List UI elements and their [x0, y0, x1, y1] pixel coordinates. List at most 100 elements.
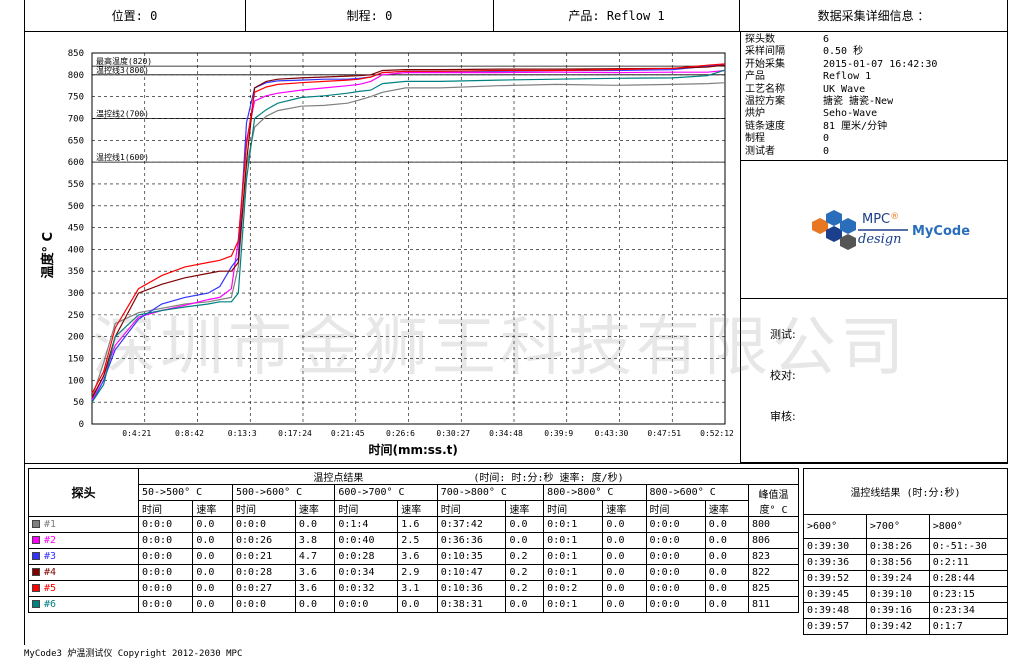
rate-cell: 0.0 [704, 596, 750, 613]
probe-row: #6 0:0:0 0.0 0:0:0 0.0 0:0:0 0.0 0:38:31 0.0 0:0:… [28, 596, 799, 613]
info-row: 烘炉 Seho-Wave [745, 108, 877, 120]
line-time-cell: 0:39:48 [803, 602, 867, 619]
y-tick-label: 100 [68, 376, 84, 386]
info-value: UK Wave [823, 83, 866, 95]
rate-cell: 3.6 [294, 580, 336, 597]
x-tick-label: 0:43:30 [595, 429, 629, 438]
info-row: 工艺名称 UK Wave [745, 84, 865, 96]
probe-label: #2 [44, 535, 57, 546]
logo-divider [741, 298, 1007, 299]
time-cell: 0:0:1 [543, 516, 604, 533]
rate-cell: 0.0 [192, 596, 233, 613]
info-key: 探头数 [745, 34, 775, 45]
x-tick-label: 0:8:42 [175, 429, 204, 438]
rate-cell: 3.1 [397, 580, 438, 597]
line-results-table: 温控线结果 (时:分:秒) >600° >700° >800° 0:39:30 0:38:… [803, 468, 1009, 635]
probe-row: #2 0:0:0 0.0 0:0:26 3.8 0:0:40 2.5 0:36:36 0.0 0:… [28, 532, 799, 549]
checker-label: 校对: [770, 369, 796, 382]
info-value: 6 [823, 34, 830, 45]
time-header: 时间 [436, 500, 507, 517]
time-cell: 0:0:0 [137, 516, 194, 533]
rate-cell: 3.8 [294, 532, 336, 549]
rate-cell: 0.0 [192, 580, 233, 597]
info-row: 探头数 6 [745, 34, 829, 46]
rate-cell: 0.0 [704, 580, 750, 597]
rate-cell: 0.0 [294, 516, 336, 533]
info-panel: 探头数 6 采样间隔 0.50 秒开始采集 2015-01-07 16:42:30 产品 R… [740, 32, 1008, 463]
probe-label: #3 [44, 551, 57, 562]
probe-results-table: 探头 温控点结果 (时间: 时:分:秒 速率: 度/秒) 50->500° C 500-… [28, 468, 799, 613]
line-time-cell: 0:39:16 [865, 602, 930, 619]
footer-copyright: MyCode3 炉温测试仪 Copyright 2012-2030 MPC [24, 649, 243, 659]
y-axis-label: 温度° C [40, 232, 56, 279]
probe-row: #4 0:0:0 0.0 0:0:28 3.6 0:0:34 2.9 0:10:47 0.2 0:… [28, 564, 799, 581]
y-tick-label: 400 [68, 245, 84, 255]
time-cell: 0:0:28 [231, 564, 296, 581]
time-cell: 0:0:21 [231, 548, 296, 565]
x-tick-label: 0:34:48 [489, 429, 523, 438]
probe-row: #5 0:0:0 0.0 0:0:27 3.6 0:0:32 3.1 0:10:36 0.2 0:… [28, 580, 799, 597]
time-cell: 0:0:1 [543, 532, 604, 549]
lines-col-row: >600° >700° >800° [803, 514, 1009, 539]
rate-cell: 0.0 [602, 564, 647, 581]
lines-header: 温控线结果 (时:分:秒) [803, 468, 1008, 515]
time-header: 时间 [334, 500, 399, 517]
rate-cell: 0.0 [602, 516, 647, 533]
time-header: 时间 [645, 500, 706, 517]
info-row: 采样间隔 0.50 秒 [745, 46, 863, 58]
rate-cell: 0.0 [294, 596, 336, 613]
logo-reg: ® [890, 212, 900, 222]
line-row: 0:39:45 0:39:10 0:23:15 [803, 586, 1009, 603]
info-value: Reflow 1 [823, 71, 872, 83]
threshold-label: 温控线2(700) [96, 108, 149, 118]
rate-cell: 0.0 [602, 548, 647, 565]
series-line-probe-5 [91, 63, 726, 394]
line-time-cell: 0:23:15 [928, 586, 1009, 603]
time-cell: 0:10:47 [436, 564, 507, 581]
probe-color-swatch [32, 568, 40, 576]
line-row: 0:39:57 0:39:42 0:1:7 [803, 618, 1009, 635]
line-row: 0:39:48 0:39:16 0:23:34 [803, 602, 1009, 619]
time-cell: 0:36:36 [436, 532, 507, 549]
time-cell: 0:10:35 [436, 548, 507, 565]
x-tick-label: 0:47:51 [647, 429, 681, 438]
probe-label: #6 [44, 599, 57, 610]
info-divider [741, 160, 1007, 161]
time-cell: 0:0:0 [231, 596, 296, 613]
time-cell: 0:0:34 [334, 564, 399, 581]
rate-cell: 0.0 [397, 596, 438, 613]
time-cell: 0:10:36 [436, 580, 507, 597]
y-tick-label: 350 [68, 267, 84, 277]
y-tick-label: 0 [79, 420, 84, 430]
line-time-cell: 0:-51:-30 [928, 538, 1009, 555]
time-cell: 0:37:42 [436, 516, 507, 533]
line-col-header: >700° [865, 514, 930, 539]
info-value: Seho-Wave [823, 108, 878, 120]
line-row: 0:39:30 0:38:26 0:-51:-30 [803, 538, 1009, 555]
logo-hexagons-icon [812, 210, 908, 250]
rate-cell: 4.7 [294, 548, 336, 565]
line-time-cell: 0:39:30 [803, 538, 867, 555]
line-time-cell: 0:39:45 [803, 586, 867, 603]
info-row: 开始采集 2015-01-07 16:42:30 [745, 59, 937, 71]
range-header: 800->800° C [543, 484, 647, 501]
rate-cell: 0.0 [602, 580, 647, 597]
threshold-label: 温控线3(800) [96, 65, 149, 75]
probe-color-swatch [32, 584, 40, 592]
probe-cell: #4 [28, 564, 139, 581]
peak-cell: 825 [748, 580, 799, 597]
rate-cell: 0.0 [704, 516, 750, 533]
page-left-border [24, 0, 25, 645]
time-cell: 0:1:4 [334, 516, 399, 533]
points-header: 温控点结果 (时间: 时:分:秒 速率: 度/秒) [138, 468, 799, 485]
line-time-cell: 0:39:57 [803, 618, 867, 635]
peak-cell: 823 [748, 548, 799, 565]
x-tick-label: 0:30:27 [436, 429, 470, 438]
time-cell: 0:0:0 [137, 596, 194, 613]
probe-cell: #3 [28, 548, 139, 565]
peak-cell: 822 [748, 564, 799, 581]
x-tick-label: 0:39:9 [544, 429, 573, 438]
rate-cell: 0.0 [192, 532, 233, 549]
position-field: 位置: 0 [24, 0, 246, 32]
info-value: 0.50 秒 [823, 46, 864, 58]
